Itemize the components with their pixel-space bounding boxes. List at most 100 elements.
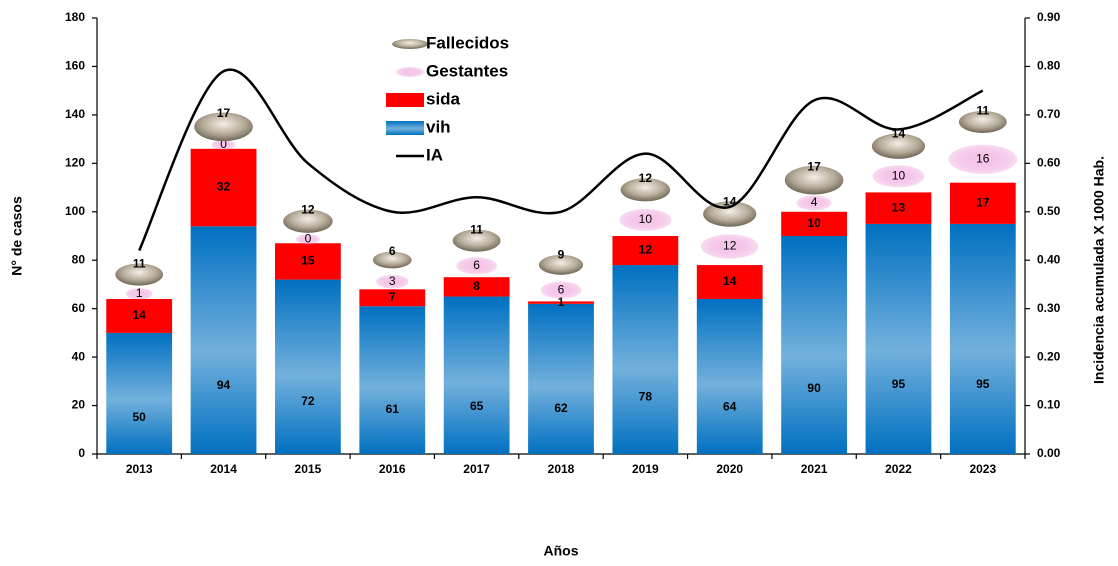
y-tick-label: 40 [72,349,86,363]
bar-segment [612,236,679,266]
data-label: 12 [639,171,653,185]
fallecidos-marker [538,254,584,275]
data-label: 14 [133,308,147,322]
legend-label: Fallecidos [426,33,509,52]
fallecidos-marker [620,178,671,202]
y2-tick-label: 0.10 [1037,398,1061,412]
data-label: 95 [976,377,990,391]
bar-segment [612,265,679,454]
bar-segment [443,277,510,297]
bar-segment [696,298,763,454]
bar-segment [528,301,594,304]
bar-segment [781,236,847,454]
data-label: 78 [639,389,653,403]
legend-swatch [392,39,428,49]
y2-tick-label: 0.70 [1037,107,1061,121]
gestantes-marker [125,288,153,300]
bar-segment [865,192,932,224]
data-label: 12 [301,203,315,217]
x-tick-label: 2023 [969,462,996,476]
x-tick-label: 2022 [885,462,912,476]
y2-tick-label: 0.20 [1037,349,1061,363]
data-label: 3 [389,274,396,288]
data-label: 10 [807,216,821,230]
gestantes-marker [295,234,320,245]
data-label: 7 [389,290,396,304]
x-axis-title: Años [544,543,579,559]
y2-tick-label: 0.40 [1037,252,1061,266]
data-label: 64 [723,400,737,414]
data-label: 50 [133,410,147,424]
y-tick-label: 60 [72,301,86,315]
y2-axis-title: Incidencia acumulada X 1000 Hab. [1091,156,1107,384]
bar-segment [949,182,1016,224]
bar-segment [106,332,173,454]
data-label: 17 [976,195,990,209]
y-tick-label: 120 [65,156,85,170]
fallecidos-marker [372,251,412,269]
gestantes-marker [376,274,409,289]
data-label: 15 [301,254,315,268]
bar-segment [359,306,426,454]
data-label: 6 [558,282,565,296]
fallecidos-marker [115,263,164,286]
y-tick-label: 0 [78,446,85,460]
bar-segment [106,298,173,333]
y-tick-label: 20 [72,398,86,412]
data-label: 0 [305,231,312,245]
bar-segment [275,243,341,280]
fallecidos-marker [194,112,253,142]
bar-segment [443,296,510,454]
y2-tick-label: 0.00 [1037,446,1061,460]
x-tick-label: 2019 [632,462,659,476]
bar-segment [275,279,341,454]
ia-line [138,68,984,252]
data-label: 16 [976,152,990,166]
data-label: 13 [892,200,906,214]
y-tick-label: 180 [65,10,85,24]
y-tick-label: 140 [65,107,85,121]
x-tick-label: 2021 [801,462,828,476]
fallecidos-marker [958,110,1007,134]
y2-tick-label: 0.30 [1037,301,1061,315]
data-label: 65 [470,399,484,413]
data-label: 12 [723,239,737,253]
y-tick-label: 160 [65,59,85,73]
legend-label: vih [426,117,451,136]
gestantes-marker [619,208,672,231]
gestantes-marker [796,195,832,211]
bar-segment [528,303,594,454]
x-tick-label: 2016 [379,462,406,476]
fallecidos-marker [784,165,844,195]
data-label: 0 [220,137,227,151]
bar-segment [359,289,426,307]
bar-segment [190,226,257,454]
data-label: 90 [807,381,821,395]
gestantes-marker [948,144,1018,174]
data-label: 12 [639,243,653,257]
data-label: 1 [136,286,143,300]
x-tick-label: 2015 [295,462,322,476]
fallecidos-marker [283,209,333,233]
bar-segment [949,223,1016,454]
legend-swatch [386,121,424,135]
legend-swatch [386,93,424,107]
x-tick-label: 2020 [716,462,743,476]
bar-segment [696,265,763,299]
x-tick-label: 2018 [548,462,575,476]
x-tick-label: 2014 [210,462,237,476]
data-label: 94 [217,378,231,392]
gestantes-marker [211,139,236,150]
data-label: 4 [811,195,818,209]
legend-label: Gestantes [426,61,508,80]
gestantes-marker [540,281,582,299]
data-label: 14 [723,274,737,288]
y-tick-label: 80 [72,252,86,266]
gestantes-marker [456,257,498,275]
data-label: 95 [892,377,906,391]
legend-label: IA [426,145,443,164]
gestantes-marker [700,234,759,259]
data-label: 10 [892,168,906,182]
data-label: 9 [558,247,565,261]
data-label: 32 [217,180,231,194]
